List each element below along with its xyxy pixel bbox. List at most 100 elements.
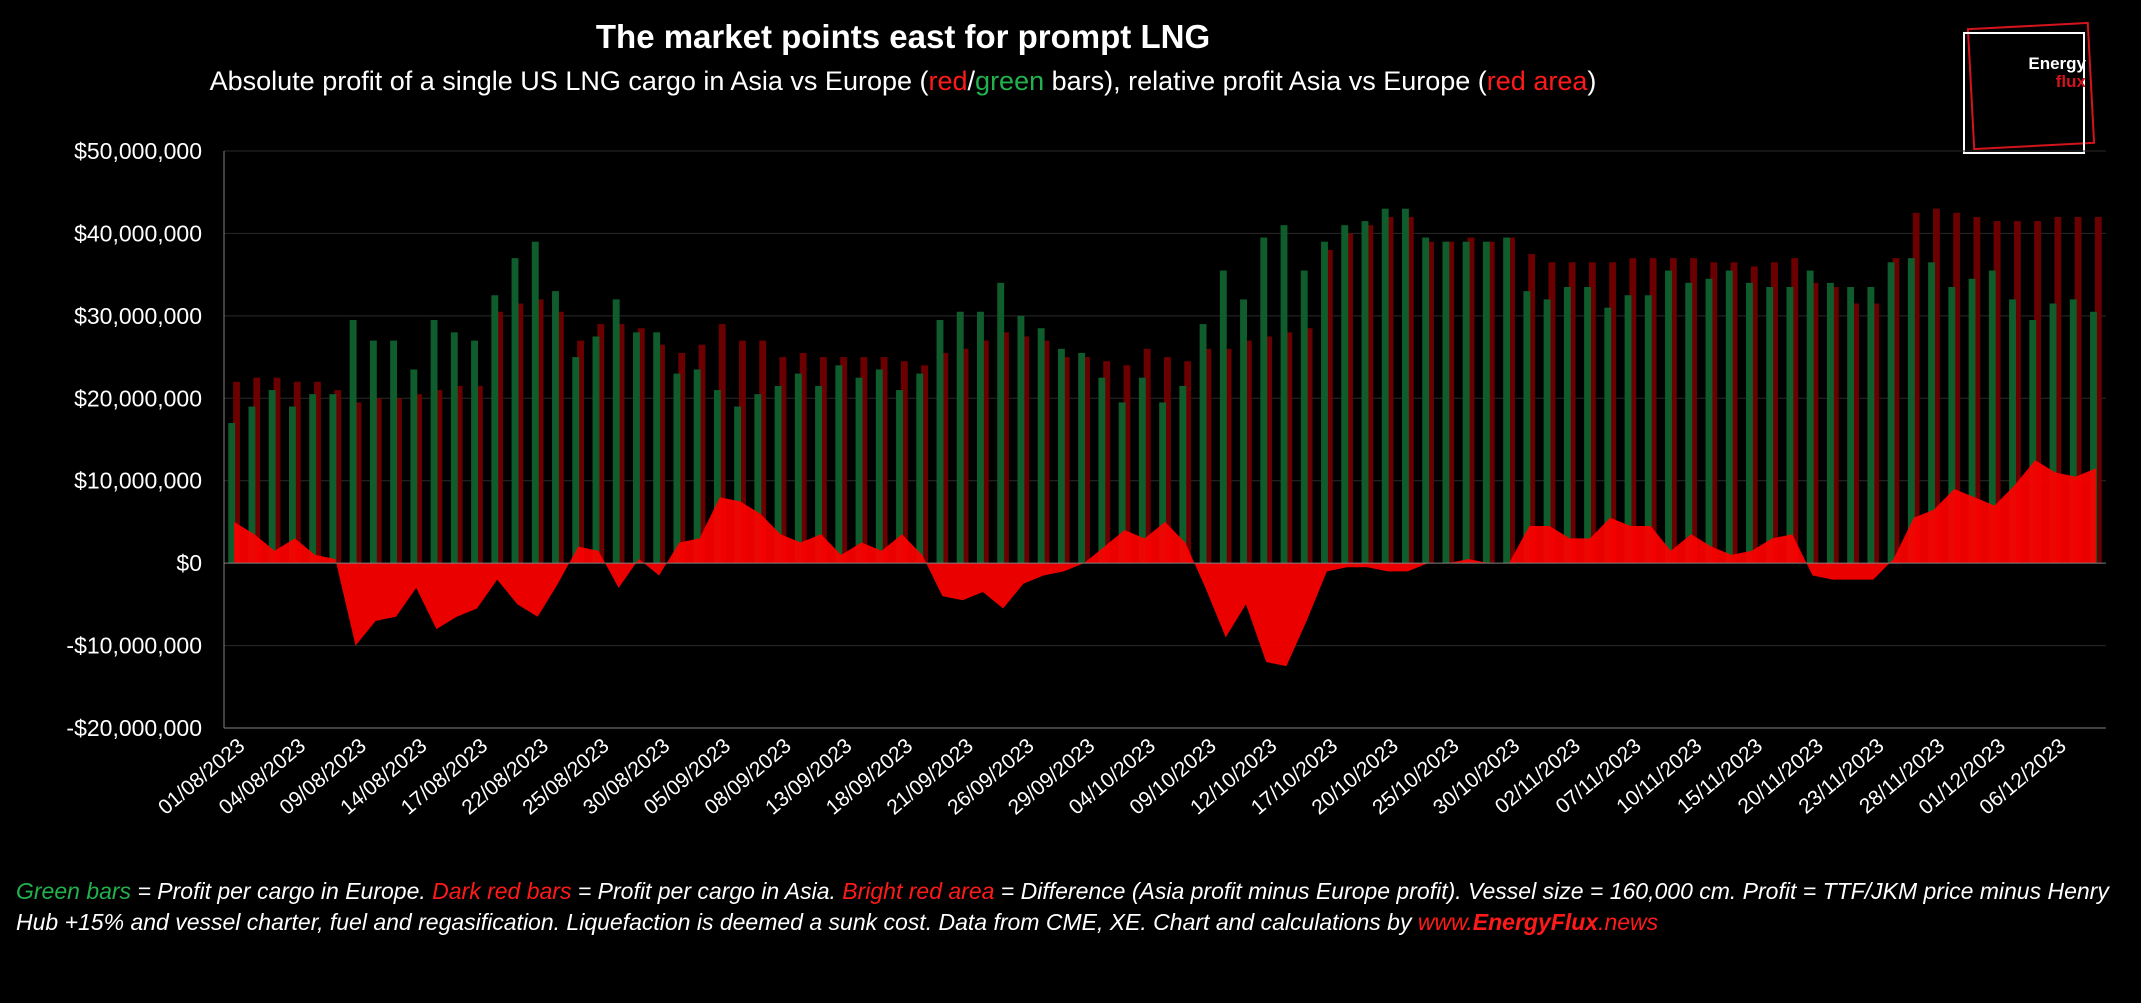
y-tick-label: $50,000,000 xyxy=(74,138,202,164)
europe-bar xyxy=(815,385,823,564)
europe-bar xyxy=(309,394,317,564)
asia-bar xyxy=(394,398,402,564)
asia-bar xyxy=(1143,348,1151,564)
asia-bar xyxy=(1285,332,1293,564)
logo-text-flux: flux xyxy=(2055,72,2086,91)
asia-bar xyxy=(941,352,949,564)
asia-bar xyxy=(840,357,848,564)
asia-bar xyxy=(739,340,746,564)
subtitle-part3: ) xyxy=(1587,66,1597,96)
europe-bar xyxy=(1867,287,1875,564)
europe-bar xyxy=(1786,287,1794,564)
europe-bar xyxy=(1928,262,1936,564)
europe-bar xyxy=(1017,315,1025,564)
europe-bar xyxy=(875,369,883,564)
asia-bar xyxy=(1305,328,1313,564)
europe-bar xyxy=(1826,282,1834,564)
europe-bar xyxy=(774,385,782,564)
europe-bar xyxy=(1118,402,1126,564)
europe-bar xyxy=(268,390,276,564)
europe-bar xyxy=(713,390,721,564)
europe-bar xyxy=(471,340,478,564)
asia-bar xyxy=(2054,216,2062,564)
europe-bar xyxy=(1584,287,1591,564)
asia-bar xyxy=(374,398,382,564)
asia-bar xyxy=(556,311,564,564)
y-tick-label: $40,000,000 xyxy=(74,220,202,246)
asia-bar xyxy=(1649,258,1657,564)
asia-bar xyxy=(1083,357,1090,564)
y-tick-label: -$10,000,000 xyxy=(66,633,202,659)
asia-bar xyxy=(1346,233,1353,564)
asia-bar xyxy=(516,303,524,564)
footnote-brightred-label: Bright red area xyxy=(842,878,995,904)
europe-bar xyxy=(1138,377,1146,564)
europe-bar xyxy=(1543,299,1551,564)
europe-bar xyxy=(511,258,519,564)
asia-bar xyxy=(2074,216,2082,564)
europe-bar xyxy=(1968,278,1976,564)
europe-bar xyxy=(855,377,863,564)
europe-bar xyxy=(1240,299,1247,564)
asia-bar xyxy=(1244,340,1252,564)
asia-bar xyxy=(860,357,868,564)
asia-bar xyxy=(1629,258,1637,564)
asia-bar xyxy=(536,299,544,564)
europe-bar xyxy=(612,299,620,564)
europe-bar xyxy=(1705,278,1713,564)
europe-bar xyxy=(1219,270,1227,564)
europe-bar xyxy=(228,423,236,564)
asia-bar xyxy=(233,381,240,564)
asia-bar xyxy=(981,340,989,564)
subtitle-part1: Absolute profit of a single US LNG cargo… xyxy=(209,66,929,96)
europe-bar xyxy=(956,311,964,564)
footnote-link[interactable]: www.EnergyFlux.news xyxy=(1418,909,1658,935)
asia-bar xyxy=(961,348,969,564)
asia-bar xyxy=(759,340,767,564)
asia-bar xyxy=(1852,303,1859,564)
y-tick-label: $10,000,000 xyxy=(74,468,202,494)
asia-bar xyxy=(1406,216,1414,564)
asia-bar xyxy=(1265,336,1273,564)
asia-bar xyxy=(617,324,625,564)
europe-bar xyxy=(390,340,398,564)
y-tick-label: -$20,000,000 xyxy=(66,715,202,741)
y-tick-labels: -$20,000,000 -$10,000,000 $0 $10,000,000 $20… xyxy=(66,138,202,741)
europe-bar xyxy=(734,406,742,564)
europe-bar xyxy=(592,336,600,564)
chart-title: The market points east for prompt LNG xyxy=(595,18,1211,55)
europe-bar xyxy=(1482,241,1490,564)
asia-bar xyxy=(1123,365,1131,564)
europe-bar xyxy=(835,365,843,564)
europe-bar xyxy=(916,373,924,564)
asia-bar xyxy=(1932,208,1940,564)
asia-bar xyxy=(1690,258,1697,564)
asia-bar xyxy=(2013,221,2021,564)
europe-bar xyxy=(1321,241,1328,564)
subtitle-red: red xyxy=(928,66,968,96)
asia-bar xyxy=(354,402,362,564)
europe-bar xyxy=(693,369,701,564)
europe-bar xyxy=(1078,352,1086,564)
europe-bar xyxy=(1341,225,1349,564)
europe-bar xyxy=(1988,270,1996,564)
europe-bar xyxy=(1604,307,1612,564)
europe-bar xyxy=(1948,287,1956,564)
europe-bar xyxy=(936,319,944,564)
asia-bar xyxy=(1062,357,1070,564)
europe-bar xyxy=(491,295,499,564)
asia-bar xyxy=(880,357,888,564)
europe-bar xyxy=(531,241,539,564)
subtitle-green: green xyxy=(975,66,1045,96)
europe-bar xyxy=(1260,237,1268,564)
europe-bar xyxy=(1644,295,1652,564)
europe-bar xyxy=(1725,270,1733,564)
asia-bar xyxy=(1791,258,1799,564)
asia-bar xyxy=(1872,303,1880,564)
europe-bar xyxy=(1381,208,1389,564)
asia-bar xyxy=(1042,340,1050,564)
energyflux-logo: Energy flux xyxy=(1960,20,2096,154)
asia-bar xyxy=(1163,357,1171,564)
europe-bar xyxy=(1462,241,1470,564)
